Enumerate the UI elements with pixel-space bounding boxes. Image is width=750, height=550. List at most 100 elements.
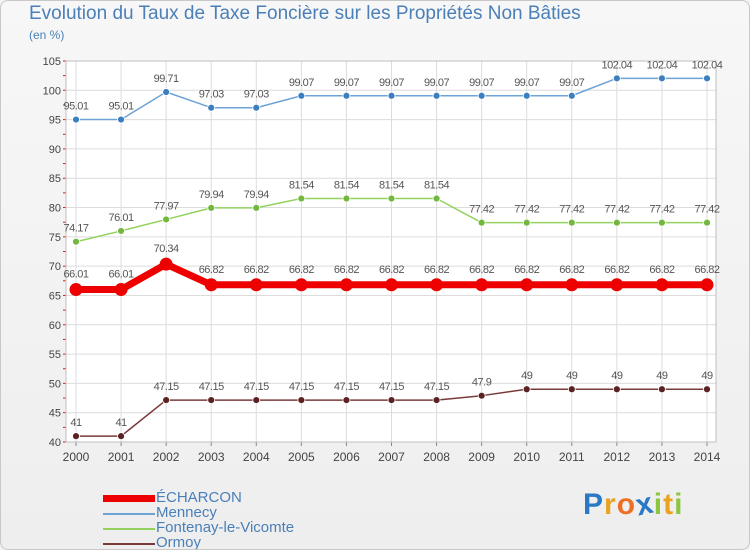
data-point [658, 74, 666, 83]
data-label: 102.04 [692, 59, 723, 71]
data-point [522, 218, 531, 227]
data-point [700, 278, 714, 292]
data-point [117, 115, 125, 124]
data-point [162, 215, 171, 224]
legend-label-mennecy: Mennecy [156, 504, 217, 521]
data-point [387, 396, 396, 404]
data-point [432, 194, 441, 203]
x-tick-label: 2010 [513, 450, 540, 464]
data-label: 47.15 [289, 381, 314, 393]
x-tick-label: 2005 [288, 450, 315, 464]
data-label: 77.42 [514, 204, 539, 216]
data-label: 99.07 [289, 77, 314, 89]
x-tick-label: 2013 [649, 450, 676, 464]
x-tick-label: 2000 [63, 450, 90, 464]
legend-swatch-ormoy [103, 543, 155, 545]
data-point [567, 91, 576, 100]
data-point [703, 74, 711, 83]
legend-label-ormoy: Ormoy [156, 534, 201, 550]
data-point [249, 278, 263, 292]
data-point [387, 91, 396, 100]
data-label: 47.15 [199, 381, 224, 393]
data-point [207, 103, 216, 112]
data-point [522, 91, 531, 100]
x-tick-label: 2002 [153, 450, 180, 464]
data-point [612, 218, 621, 227]
data-point [477, 391, 486, 400]
data-point [297, 91, 306, 100]
data-label: 66.82 [469, 264, 494, 276]
unit-label: (en %) [29, 28, 65, 42]
data-point [72, 237, 80, 246]
data-label: 66.82 [694, 264, 719, 276]
brand-letter: t [663, 488, 675, 521]
data-label: 41 [115, 417, 127, 429]
legend-swatch-fontenay [103, 528, 155, 530]
y-tick-label: 90 [49, 144, 61, 156]
y-tick-label: 50 [49, 378, 61, 390]
x-tick-label: 2007 [378, 450, 405, 464]
data-point [430, 278, 444, 292]
brand-letter: i [674, 488, 684, 521]
x-tick-label: 2014 [694, 450, 721, 464]
data-point [567, 385, 576, 394]
data-label: 77.42 [604, 204, 629, 216]
data-label: 66.82 [379, 264, 404, 276]
data-label: 47.15 [154, 381, 179, 393]
data-point [252, 103, 261, 112]
data-point [610, 278, 624, 292]
data-point [207, 203, 216, 212]
data-point [387, 194, 396, 203]
brand-letter: P [583, 488, 605, 521]
data-point [297, 194, 306, 203]
x-tick-label: 2006 [333, 450, 360, 464]
data-point [117, 432, 125, 441]
y-tick-label: 60 [49, 320, 61, 332]
y-tick-label: 85 [49, 173, 61, 185]
data-label: 99.71 [154, 73, 179, 85]
data-label: 66.82 [604, 264, 629, 276]
data-label: 99.07 [469, 77, 494, 89]
data-label: 66.82 [244, 264, 269, 276]
legend-label-fontenay: Fontenay-le-Vicomte [156, 519, 295, 536]
data-point [297, 396, 306, 404]
data-label: 76.01 [109, 212, 134, 224]
data-point [612, 74, 621, 83]
data-point [703, 385, 711, 394]
data-point [477, 91, 486, 100]
data-label: 95.01 [63, 101, 88, 113]
data-label: 47.15 [334, 381, 359, 393]
y-tick-label: 45 [49, 408, 61, 420]
data-point [162, 88, 171, 96]
data-label: 99.07 [334, 77, 359, 89]
data-label: 66.82 [514, 264, 539, 276]
plot-border [65, 60, 717, 443]
data-point [294, 278, 308, 292]
data-label: 49 [521, 370, 533, 382]
data-point [477, 218, 486, 227]
data-label: 49 [566, 370, 578, 382]
data-point [117, 227, 125, 235]
brand-letter: r [604, 488, 617, 521]
data-point [72, 432, 80, 441]
data-point [655, 278, 669, 292]
data-label: 66.82 [289, 264, 314, 276]
data-point [703, 218, 711, 227]
y-tick-label: 95 [49, 115, 61, 127]
data-label: 47.9 [472, 377, 492, 389]
data-point [342, 396, 351, 404]
data-point [252, 203, 261, 212]
data-point [475, 278, 489, 292]
x-tick-label: 2012 [604, 450, 631, 464]
y-tick-label: 80 [49, 203, 61, 215]
data-point [385, 278, 398, 292]
data-label: 81.54 [289, 180, 314, 192]
data-label: 99.07 [379, 77, 404, 89]
data-label: 47.15 [379, 381, 404, 393]
y-tick-label: 100 [43, 85, 61, 97]
chart-title: Evolution du Taux de Taxe Foncière sur l… [29, 3, 581, 24]
data-label: 79.94 [244, 189, 269, 201]
data-label: 77.42 [559, 204, 584, 216]
